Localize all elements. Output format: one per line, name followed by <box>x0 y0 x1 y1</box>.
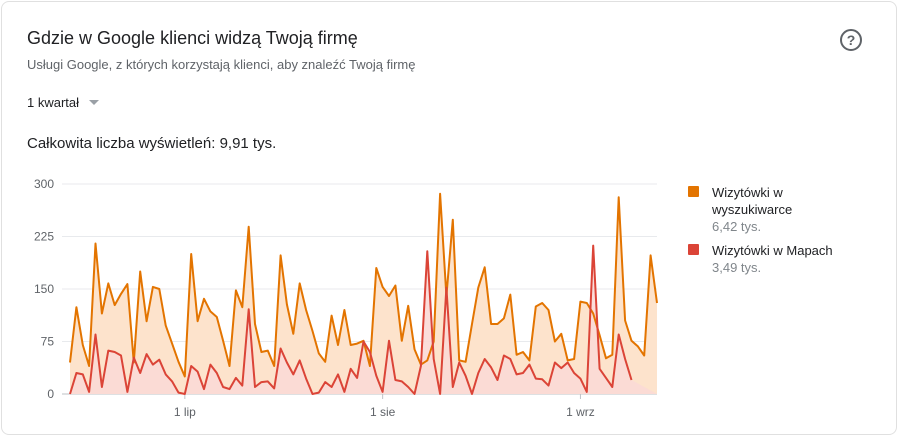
legend-item-search: Wizytówki w wyszukiwarce 6,42 tys. <box>688 184 862 236</box>
legend-value-maps: 3,49 tys. <box>712 260 762 275</box>
chevron-down-icon <box>89 100 100 105</box>
x-tick-label: 1 wrz <box>566 405 595 419</box>
y-tick-label: 225 <box>34 230 54 244</box>
legend-swatch-search <box>688 186 699 197</box>
period-dropdown[interactable]: 1 kwartał <box>27 95 100 110</box>
card-subtitle: Usługi Google, z których korzystają klie… <box>27 57 416 72</box>
legend-name-maps: Wizytówki w Mapach <box>712 243 833 258</box>
series-area-maps <box>70 245 657 394</box>
legend-swatch-maps <box>688 244 699 255</box>
y-tick-label: 150 <box>34 282 54 296</box>
total-views: Całkowita liczba wyświetleń: 9,91 tys. <box>27 135 277 152</box>
y-tick-label: 75 <box>41 335 55 349</box>
y-tick-label: 300 <box>34 177 54 191</box>
period-label: 1 kwartał <box>27 95 80 110</box>
series-line-maps <box>69 244 633 395</box>
legend-value-search: 6,42 tys. <box>712 219 762 234</box>
area-chart: 0 75 150 225 300 1 lip 1 sie 1 wrz <box>34 177 658 419</box>
legend-item-maps: Wizytówki w Mapach 3,49 tys. <box>688 242 862 277</box>
x-tick-label: 1 lip <box>174 405 196 419</box>
x-tick-label: 1 sie <box>370 405 396 419</box>
card-title: Gdzie w Google klienci widzą Twoją firmę <box>27 28 358 48</box>
chart-legend: Wizytówki w wyszukiwarce 6,42 tys. Wizyt… <box>688 184 862 283</box>
help-icon[interactable]: ? <box>840 29 862 51</box>
y-tick-label: 0 <box>47 387 54 401</box>
series-area-search <box>70 193 657 394</box>
legend-name-search: Wizytówki w wyszukiwarce <box>712 185 793 217</box>
